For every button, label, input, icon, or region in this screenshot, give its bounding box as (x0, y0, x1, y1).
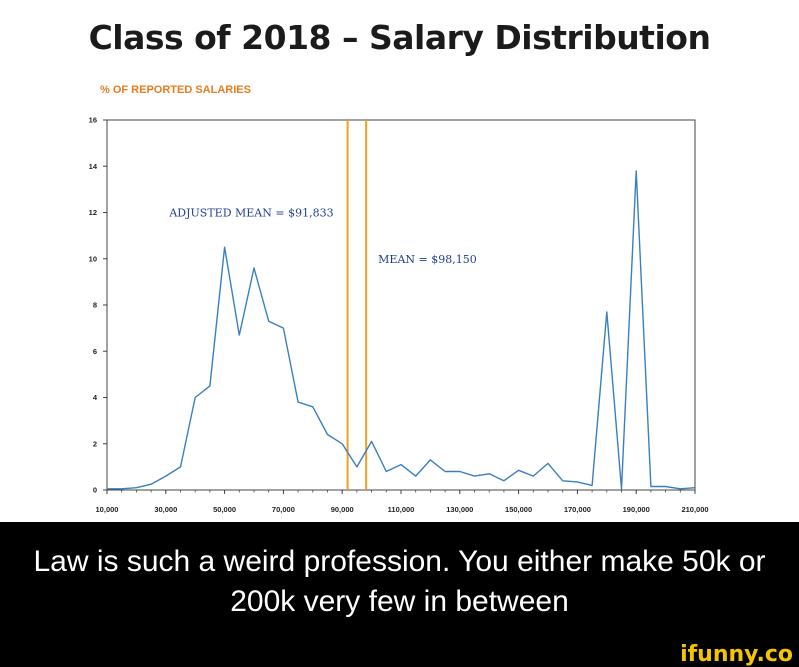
y-axis-label: % OF REPORTED SALARIES (100, 84, 251, 96)
x-tick-label: 30,000 (154, 505, 177, 514)
y-tick-label: 6 (93, 347, 97, 356)
y-tick-label: 4 (93, 393, 98, 402)
x-tick-label: 50,000 (213, 505, 236, 514)
chart-title: Class of 2018 – Salary Distribution (88, 18, 711, 57)
x-tick-label: 170,000 (564, 505, 591, 514)
y-tick-label: 10 (89, 254, 97, 263)
x-tick-label: 70,000 (272, 505, 295, 514)
y-tick-label: 14 (89, 162, 98, 171)
x-tick-label: 130,000 (446, 505, 473, 514)
y-tick-label: 12 (89, 208, 97, 217)
plot-frame (106, 119, 696, 491)
y-tick-label: 16 (89, 116, 97, 125)
adjusted-mean-label: ADJUSTED MEAN = $91,833 (168, 207, 333, 220)
caption-area: Law is such a weird profession. You eith… (0, 522, 799, 667)
y-tick-label: 8 (93, 301, 97, 310)
x-tick-label: 90,000 (331, 505, 354, 514)
salary-series-line (107, 170, 696, 490)
chart-panel: Class of 2018 – Salary Distribution % OF… (88, 18, 711, 515)
x-tick-label: 190,000 (623, 505, 650, 514)
y-tick-label: 2 (93, 439, 97, 448)
x-tick-label: 110,000 (388, 505, 415, 514)
y-tick-label: 0 (93, 486, 97, 495)
x-tick-label: 10,000 (96, 505, 119, 514)
salary-line-chart: 0 2 4 6 8 10 12 14 16 10,000 30,000 50,000 70,000 90,… (89, 116, 709, 515)
ifunny-watermark: ifunny.co (680, 642, 793, 667)
mean-label: MEAN = $98,150 (378, 253, 477, 266)
x-tick-label: 150,000 (505, 505, 532, 514)
x-tick-label: 210,000 (681, 505, 708, 514)
meme-caption: Law is such a weird profession. You eith… (33, 545, 766, 618)
